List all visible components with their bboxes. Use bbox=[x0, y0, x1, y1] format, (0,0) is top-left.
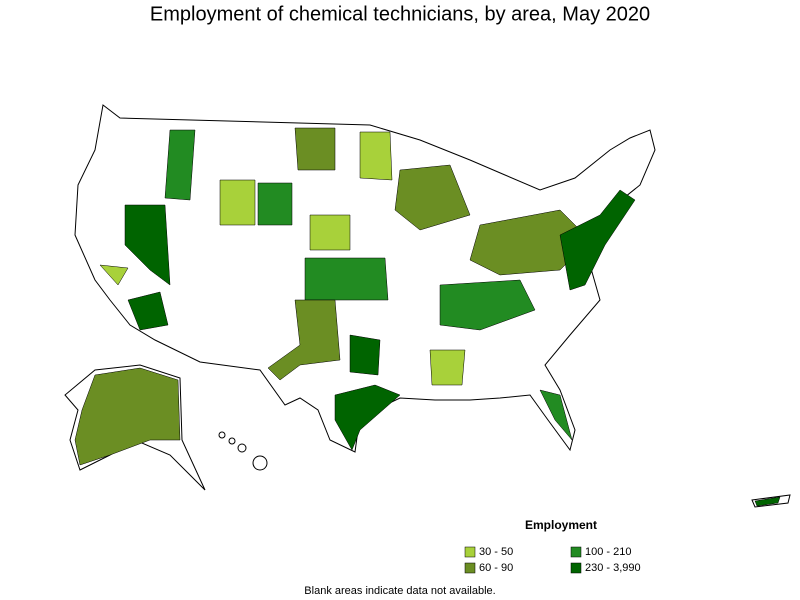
title: Employment of chemical technicians, by a… bbox=[150, 3, 650, 25]
legend-swatch bbox=[464, 562, 476, 574]
legend-label: 100 - 210 bbox=[585, 546, 631, 558]
legend-title: Employment bbox=[525, 518, 597, 532]
map-area bbox=[304, 257, 389, 301]
legend-label: 60 - 90 bbox=[479, 562, 513, 574]
map-area bbox=[349, 334, 381, 376]
legend-swatch bbox=[570, 546, 582, 558]
map-area bbox=[539, 389, 573, 441]
legend-label: 30 - 50 bbox=[479, 546, 513, 558]
map-area bbox=[754, 496, 781, 507]
map-area bbox=[74, 367, 181, 466]
map-area bbox=[267, 299, 341, 381]
hawaii bbox=[218, 431, 268, 471]
note: Blank areas indicate data not available. bbox=[304, 585, 495, 597]
map-area bbox=[99, 264, 129, 286]
map-area bbox=[359, 131, 393, 181]
map-area bbox=[257, 182, 293, 226]
map-area bbox=[309, 214, 351, 251]
legend-swatch bbox=[464, 546, 476, 558]
map-area bbox=[469, 209, 591, 276]
map-area bbox=[164, 129, 196, 201]
map-area bbox=[394, 164, 471, 231]
legend-swatch bbox=[570, 562, 582, 574]
map-area bbox=[219, 179, 256, 226]
map-area bbox=[127, 291, 169, 331]
map-area bbox=[439, 279, 536, 331]
map-area bbox=[334, 384, 401, 451]
map-area bbox=[559, 189, 636, 291]
map-area bbox=[429, 349, 466, 386]
map-area bbox=[294, 127, 336, 171]
legend-label: 230 - 3,990 bbox=[585, 562, 641, 574]
map-area bbox=[124, 204, 171, 286]
